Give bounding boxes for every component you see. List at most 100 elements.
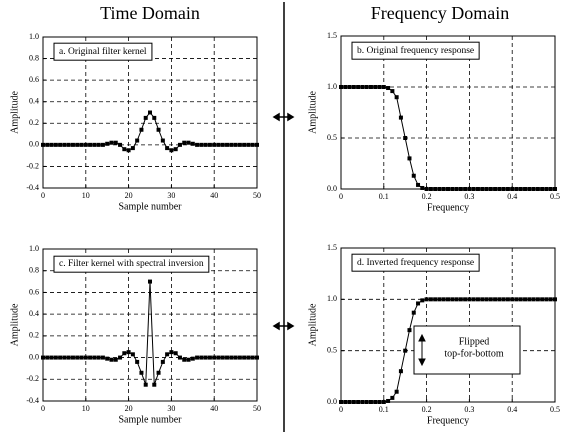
data-point xyxy=(368,85,373,89)
data-point xyxy=(79,142,84,147)
data-point xyxy=(173,351,178,356)
x-tick-label: 0.4 xyxy=(507,405,517,414)
x-tick-label: 0.5 xyxy=(550,405,560,414)
data-point xyxy=(152,382,157,387)
x-tick-label: 0.5 xyxy=(550,192,560,201)
data-point xyxy=(351,400,356,404)
data-point xyxy=(501,187,506,191)
y-tick-label: 0.0 xyxy=(29,140,39,149)
y-tick-label: 1.0 xyxy=(327,82,337,91)
data-point xyxy=(212,142,217,147)
double-arrow xyxy=(272,112,295,331)
y-tick-label: -0.2 xyxy=(26,374,39,383)
data-point xyxy=(505,187,510,191)
data-point xyxy=(105,356,110,361)
data-point xyxy=(53,142,58,147)
data-point xyxy=(390,89,395,94)
data-point xyxy=(143,115,148,120)
x-tick-label: 10 xyxy=(82,404,90,413)
annotation-box xyxy=(413,325,521,375)
data-point xyxy=(83,142,88,147)
data-point xyxy=(118,142,123,147)
data-point xyxy=(156,127,161,132)
title-box xyxy=(53,42,153,61)
data-point xyxy=(450,297,455,302)
data-point xyxy=(523,297,528,302)
data-point xyxy=(186,357,191,362)
data-point xyxy=(70,355,75,360)
data-point xyxy=(100,142,105,147)
y-tick-label: 0.5 xyxy=(327,133,337,142)
data-point xyxy=(339,85,343,89)
data-point xyxy=(381,85,386,89)
data-point xyxy=(250,142,255,147)
data-point xyxy=(544,297,549,302)
x-axis-label: Sample number xyxy=(118,414,182,425)
y-tick-label: 1.0 xyxy=(29,32,39,41)
data-point xyxy=(109,140,114,145)
data-point xyxy=(394,95,399,100)
data-point xyxy=(113,357,118,362)
data-point xyxy=(441,297,446,302)
data-point xyxy=(377,85,382,89)
data-point xyxy=(190,356,195,361)
title-box xyxy=(351,253,480,272)
data-point xyxy=(148,279,152,284)
data-point xyxy=(394,389,399,394)
data-point xyxy=(497,187,502,191)
data-point xyxy=(510,297,515,302)
data-point xyxy=(255,142,259,147)
x-tick-label: 0.4 xyxy=(507,192,517,201)
data-point xyxy=(416,182,421,187)
data-point xyxy=(45,142,50,147)
data-point xyxy=(207,355,212,360)
data-point xyxy=(488,187,493,191)
data-point xyxy=(407,328,412,333)
y-tick-label: 0.6 xyxy=(29,287,39,296)
data-point xyxy=(467,297,472,302)
x-tick-label: 10 xyxy=(82,191,90,200)
data-point xyxy=(347,400,352,404)
data-point xyxy=(488,297,493,302)
data-point xyxy=(364,85,369,89)
y-tick-label: 0.8 xyxy=(29,53,39,62)
data-point xyxy=(96,142,101,147)
data-point xyxy=(454,297,459,302)
x-tick-label: 0.3 xyxy=(464,405,474,414)
data-point xyxy=(62,142,67,147)
data-point xyxy=(553,187,557,191)
data-point xyxy=(246,355,251,360)
data-point xyxy=(92,142,97,147)
x-tick-label: 20 xyxy=(125,404,133,413)
data-point xyxy=(139,127,144,132)
data-point xyxy=(446,187,450,191)
y-tick-label: 1.5 xyxy=(327,243,337,252)
data-point xyxy=(407,156,412,161)
data-point xyxy=(100,355,105,360)
data-point xyxy=(79,355,84,360)
data-point xyxy=(548,187,553,191)
data-point xyxy=(53,355,58,360)
y-tick-label: 0.2 xyxy=(29,118,39,127)
data-point xyxy=(360,85,365,89)
title-box xyxy=(53,255,210,273)
data-point xyxy=(92,355,97,360)
y-tick-label: 0.8 xyxy=(29,266,39,275)
data-point xyxy=(220,142,225,147)
data-point xyxy=(143,382,148,387)
data-point xyxy=(229,355,234,360)
y-tick-label: 0.0 xyxy=(29,352,39,361)
annotation-arrow xyxy=(418,333,426,367)
data-point xyxy=(207,142,212,147)
data-point xyxy=(66,355,71,360)
data-point xyxy=(531,297,536,302)
data-point xyxy=(540,297,545,302)
data-point xyxy=(527,297,532,302)
annotation-text: Flipped xyxy=(459,336,490,347)
data-point xyxy=(454,187,459,191)
data-point xyxy=(225,355,230,360)
y-axis-label: Amplitude xyxy=(307,303,318,346)
data-point xyxy=(152,115,157,120)
data-point xyxy=(471,297,476,302)
data-point xyxy=(126,350,131,355)
